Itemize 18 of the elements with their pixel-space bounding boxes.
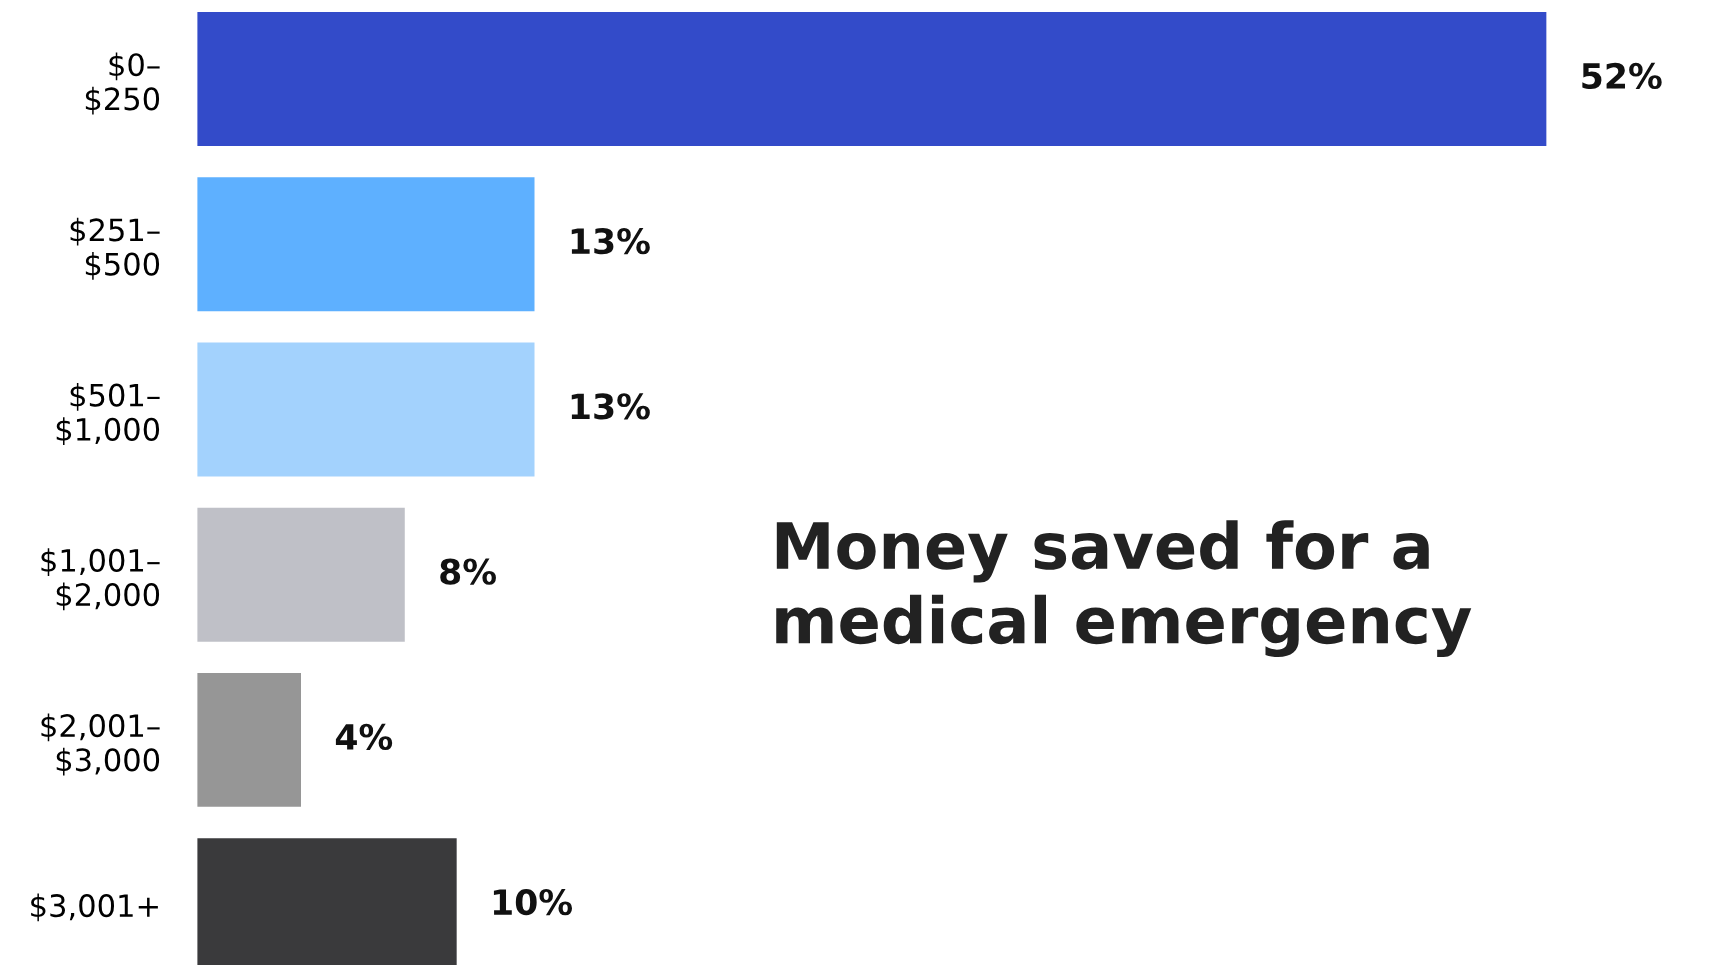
data-label: 4% <box>335 723 393 751</box>
data-label: 13% <box>571 228 650 255</box>
y-tick-label: $251– $500 <box>70 217 160 280</box>
data-label: 8% <box>440 558 496 585</box>
data-label: 10% <box>493 888 573 916</box>
y-tick-label: $3,001+ <box>31 893 158 922</box>
bar <box>197 507 405 642</box>
y-tick-label: $501– $1,000 <box>56 383 160 445</box>
bar <box>197 12 1547 146</box>
y-tick-label: $2,001– $3,000 <box>41 713 160 776</box>
data-label: 52% <box>1582 62 1662 90</box>
data-label: 13% <box>571 393 650 420</box>
bar <box>197 673 301 807</box>
bar <box>197 177 535 312</box>
bar <box>197 342 535 477</box>
y-tick-label: $1,001– $2,000 <box>41 548 160 611</box>
y-tick-label: $0– $250 <box>85 52 160 115</box>
text: Money saved for a medical emergency <box>776 520 1472 658</box>
